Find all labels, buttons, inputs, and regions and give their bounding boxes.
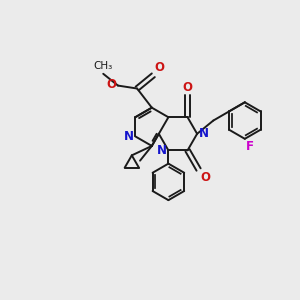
Text: N: N — [199, 127, 208, 140]
Text: CH₃: CH₃ — [94, 61, 113, 71]
Text: O: O — [182, 81, 193, 94]
Text: N: N — [157, 144, 167, 157]
Text: N: N — [124, 130, 134, 143]
Text: O: O — [106, 78, 116, 91]
Text: O: O — [200, 171, 210, 184]
Text: F: F — [246, 140, 254, 153]
Text: O: O — [155, 61, 165, 74]
